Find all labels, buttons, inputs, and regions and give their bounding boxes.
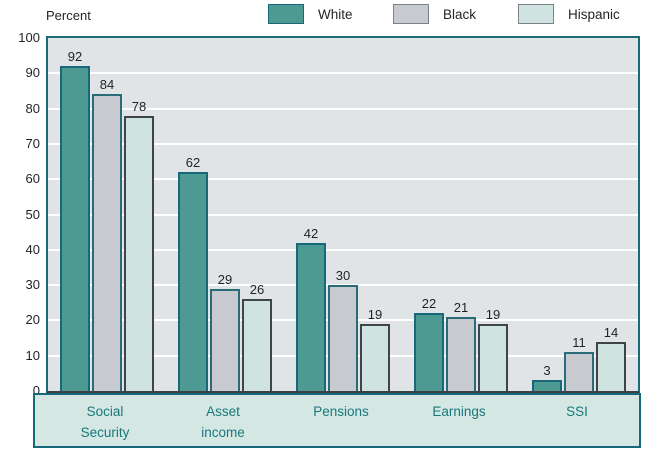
- bar-value-label: 19: [367, 306, 383, 322]
- bar-white-pensions: 42: [296, 226, 326, 391]
- bar-white-earnings: 22: [414, 296, 444, 391]
- legend-item-black: Black: [393, 2, 476, 26]
- y-tick-label-0: 0: [32, 383, 40, 398]
- gridline-90: [48, 72, 638, 75]
- bar-value-label: 92: [67, 49, 83, 65]
- x-axis-category-box: Social Security Asset income Pensions Earning…: [33, 393, 641, 448]
- bar-white-social-security: 92: [60, 49, 90, 391]
- bar-value-label: 26: [249, 282, 265, 298]
- bar-black-ssi: 11: [564, 335, 594, 391]
- y-tick-label-20: 20: [25, 312, 40, 328]
- y-axis-title: Percent: [46, 8, 91, 23]
- category-label-social-security: Social Security: [80, 404, 130, 440]
- bar-value-label: 84: [99, 77, 115, 93]
- bar-value-label: 62: [185, 155, 201, 171]
- legend-label: Hispanic: [568, 6, 620, 22]
- y-axis-labels: 0 10 20 30 40 50 60 70 80 90 100: [0, 30, 40, 398]
- bar-white-ssi: 3: [532, 363, 562, 391]
- bar-value-label: 29: [217, 271, 233, 287]
- bar-hispanic-earnings: 19: [478, 307, 508, 391]
- category-label-earnings: Earnings: [432, 404, 486, 419]
- gridline-60: [48, 178, 638, 181]
- gridline-80: [48, 107, 638, 110]
- legend-swatch-black: [393, 4, 429, 24]
- bar-value-label: 19: [485, 306, 501, 322]
- bar-hispanic-asset-income: 26: [242, 282, 272, 391]
- bar-value-label: 78: [131, 98, 147, 114]
- y-tick-label-60: 60: [25, 171, 40, 187]
- category-label-ssi: SSI: [566, 404, 588, 419]
- bar-group-asset-income: 62 29 26: [166, 38, 284, 391]
- bar-value-label: 42: [303, 225, 319, 241]
- legend-label: White: [318, 6, 353, 22]
- legend-item-white: White: [268, 2, 353, 26]
- bar-hispanic-social-security: 78: [124, 99, 154, 391]
- y-tick-label-50: 50: [25, 206, 40, 222]
- bar-black-social-security: 84: [92, 77, 122, 391]
- y-tick-label-100: 100: [18, 30, 40, 45]
- bar-hispanic-ssi: 14: [596, 325, 626, 391]
- bar-value-label: 30: [335, 268, 351, 284]
- gridline-30: [48, 284, 638, 287]
- legend: White Black Hispanic: [0, 2, 649, 28]
- bar-value-label: 14: [603, 324, 619, 340]
- category-label-pensions: Pensions: [313, 404, 369, 419]
- plot-area: 92 84 78 62 29 26 42 30 19 22 21 19 3 11 14: [46, 36, 640, 393]
- gridline-70: [48, 142, 638, 145]
- bar-group-earnings: 22 21 19: [402, 38, 520, 391]
- y-tick-label-30: 30: [25, 277, 40, 293]
- legend-label: Black: [443, 6, 477, 22]
- bar-value-label: 22: [421, 296, 437, 312]
- y-tick-label-80: 80: [25, 100, 40, 116]
- legend-item-hispanic: Hispanic: [518, 2, 620, 26]
- bar-white-asset-income: 62: [178, 155, 208, 391]
- bar-value-label: 21: [453, 299, 469, 315]
- y-tick-label-90: 90: [25, 65, 40, 81]
- legend-swatch-hispanic: [518, 4, 554, 24]
- y-tick-label-10: 10: [25, 347, 40, 363]
- bar-group-pensions: 42 30 19: [284, 38, 402, 391]
- gridline-50: [48, 213, 638, 216]
- bar-hispanic-pensions: 19: [360, 307, 390, 391]
- bar-black-earnings: 21: [446, 300, 476, 391]
- y-tick-label-70: 70: [25, 135, 40, 151]
- bar-black-asset-income: 29: [210, 272, 240, 391]
- bar-group-ssi: 3 11 14: [520, 38, 638, 391]
- bar-value-label: 11: [572, 335, 586, 351]
- legend-swatch-white: [268, 4, 304, 24]
- gridline-40: [48, 248, 638, 251]
- bar-value-label: 3: [543, 363, 551, 379]
- y-tick-label-40: 40: [25, 241, 40, 257]
- bar-black-pensions: 30: [328, 268, 358, 391]
- bar-group-social-security: 92 84 78: [48, 38, 166, 391]
- category-label-asset-income: Asset income: [201, 404, 245, 440]
